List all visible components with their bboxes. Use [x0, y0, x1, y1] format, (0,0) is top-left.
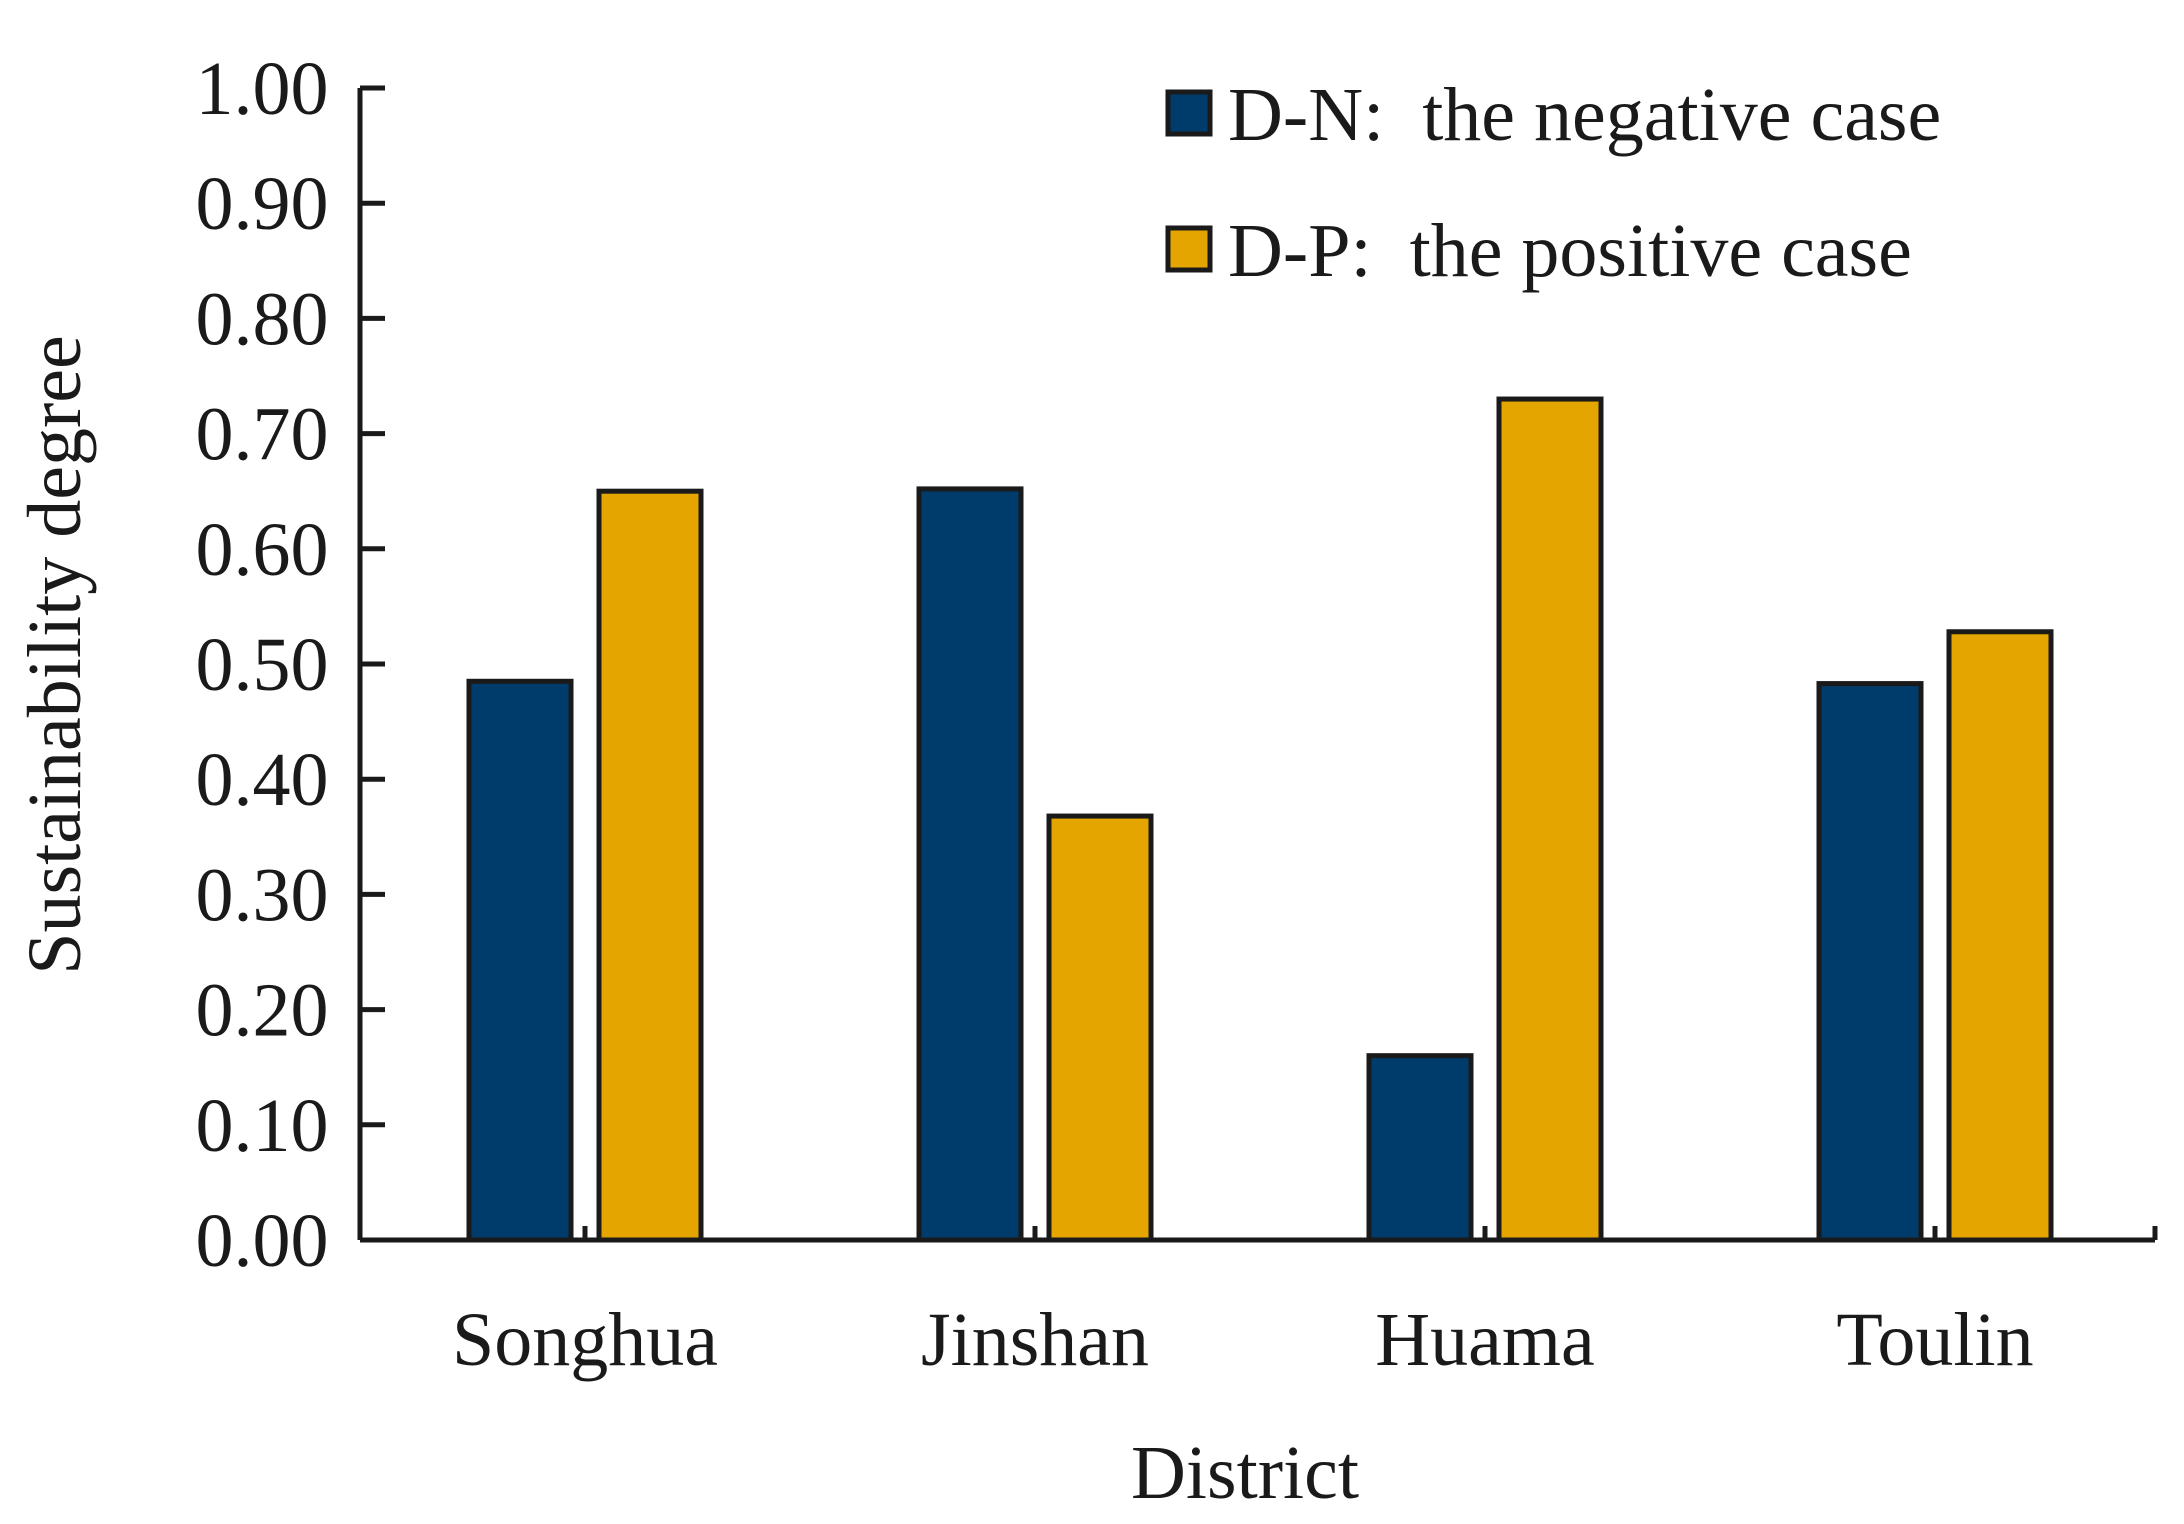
bar-huama-positive [1496, 396, 1604, 1243]
legend-label-negative: D-N: the negative case [1228, 73, 1941, 157]
bar-toulin-positive [1946, 629, 2054, 1243]
bar-toulin-negative [1816, 681, 1924, 1243]
legend-label-positive: D-P: the positive case [1228, 209, 1912, 293]
bar-jinshan-positive [1046, 813, 1154, 1243]
category-label-toulin: Toulin [1836, 1298, 2033, 1382]
legend: D-N: the negative case D-P: the positive… [1165, 73, 1941, 293]
bars-group [466, 396, 2054, 1243]
category-label-huama: Huama [1375, 1298, 1594, 1382]
y-axis-title: Sustainability degree [13, 335, 97, 975]
y-tick-label: 0.50 [196, 623, 329, 707]
y-tick-label: 0.40 [196, 738, 329, 822]
y-tick-label: 0.20 [196, 969, 329, 1053]
bar-jinshan-negative [916, 486, 1024, 1243]
category-label-jinshan: Jinshan [921, 1298, 1149, 1382]
category-labels: Songhua Jinshan Huama Toulin [452, 1298, 2034, 1382]
y-tick-label: 1.00 [196, 47, 329, 131]
y-tick-label: 0.90 [196, 162, 329, 246]
y-tick-label: 0.70 [196, 393, 329, 477]
y-tick-label: 0.30 [196, 853, 329, 937]
y-tick-label: 0.80 [196, 277, 329, 361]
bar-songhua-positive [596, 488, 704, 1243]
category-label-songhua: Songhua [452, 1298, 718, 1382]
y-axis-ticks: 0.00 0.10 0.20 0.30 0.40 0.50 0.60 0.70 0.80 0.90… [196, 47, 385, 1283]
x-axis-title: District [1131, 1431, 1359, 1515]
bar-songhua-negative [466, 678, 574, 1243]
y-tick-label: 0.10 [196, 1084, 329, 1168]
legend-swatch-positive [1165, 225, 1213, 273]
bar-huama-negative [1366, 1053, 1474, 1243]
y-tick-label: 0.00 [196, 1199, 329, 1283]
y-tick-label: 0.60 [196, 508, 329, 592]
legend-swatch-negative [1165, 89, 1213, 137]
